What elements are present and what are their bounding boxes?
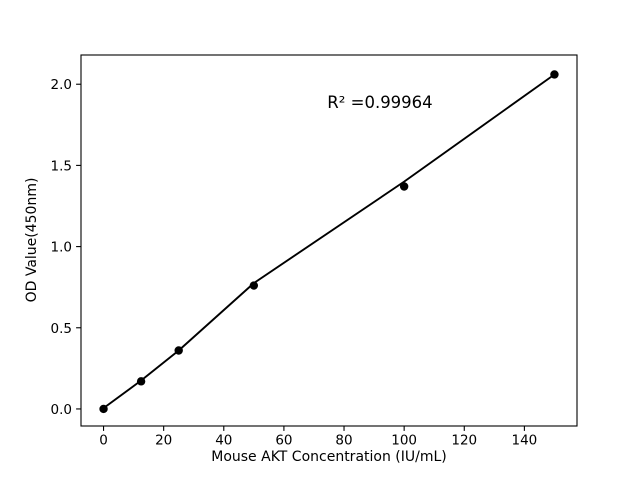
axis-ticks: 0 20 40 60 80 100 120 140 0.0 0.5 1.0 1.5 2.0: [51, 77, 538, 448]
y-tick-label: 2.0: [51, 77, 72, 93]
y-tick-label: 1.0: [51, 240, 72, 256]
data-point: [174, 346, 183, 355]
x-tick-label: 100: [391, 433, 417, 449]
x-tick-label: 60: [275, 433, 292, 449]
r-squared-annotation: R² =0.99964: [327, 93, 432, 112]
data-points: [99, 70, 559, 414]
plot-area-frame: [80, 54, 578, 427]
y-tick-label: 0.0: [51, 402, 72, 418]
data-point: [399, 182, 409, 191]
x-tick-label: 140: [512, 433, 538, 449]
x-tick-label: 0: [99, 433, 108, 449]
x-tick-label: 40: [215, 433, 232, 449]
y-axis-label: OD Value(450nm): [24, 178, 40, 303]
data-point: [136, 377, 146, 386]
x-axis-label: Mouse AKT Concentration (IU/mL): [211, 449, 447, 465]
data-point: [99, 404, 108, 414]
y-tick-label: 0.5: [51, 321, 72, 337]
data-point: [550, 70, 559, 79]
data-point: [249, 281, 259, 290]
x-tick-label: 80: [335, 433, 352, 449]
x-tick-label: 120: [451, 433, 477, 449]
y-tick-label: 1.5: [51, 158, 72, 174]
x-tick-label: 20: [155, 433, 172, 449]
fit-line: [102, 73, 556, 410]
